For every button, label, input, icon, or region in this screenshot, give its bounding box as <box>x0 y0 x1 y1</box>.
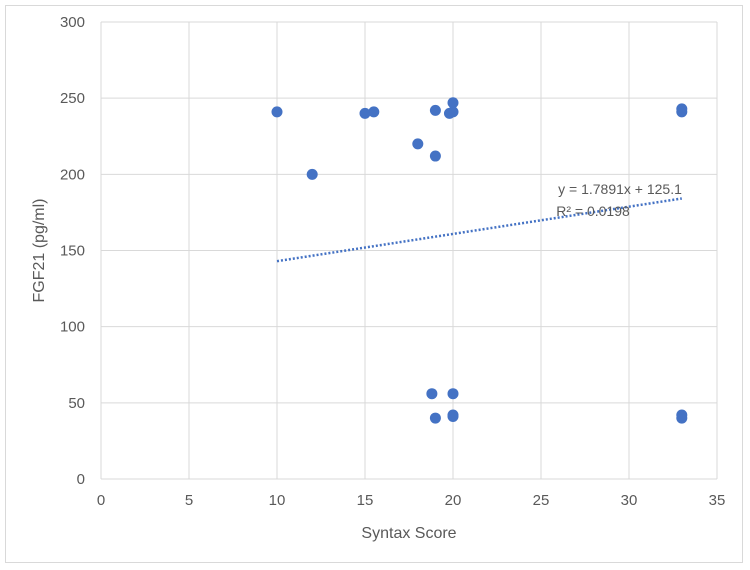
x-tick-label: 35 <box>709 492 726 509</box>
trendline <box>276 197 682 263</box>
data-point <box>429 412 441 424</box>
x-axis-ticks: 0 5 10 15 20 25 30 35 <box>97 492 726 509</box>
data-point <box>447 97 459 109</box>
y-tick-label: 200 <box>60 166 85 183</box>
y-tick-label: 0 <box>77 471 85 488</box>
data-point <box>271 106 283 118</box>
x-tick-label: 20 <box>445 492 462 509</box>
y-tick-label: 300 <box>60 14 85 31</box>
data-points <box>271 97 688 424</box>
y-tick-label: 100 <box>60 319 85 336</box>
x-tick-label: 25 <box>533 492 550 509</box>
x-tick-label: 30 <box>621 492 638 509</box>
data-point <box>429 150 441 162</box>
data-point <box>447 411 459 423</box>
data-point <box>447 106 459 118</box>
data-point <box>412 138 424 150</box>
y-tick-label: 50 <box>68 395 85 412</box>
y-tick-label: 150 <box>60 243 85 260</box>
y-tick-label: 250 <box>60 90 85 107</box>
trendline-group <box>276 197 682 263</box>
data-point <box>676 412 688 424</box>
data-point <box>359 107 371 119</box>
data-point <box>426 388 438 400</box>
data-point <box>368 106 380 118</box>
x-tick-label: 10 <box>269 492 286 509</box>
y-axis-ticks: 0 50 100 150 200 250 300 <box>60 14 85 488</box>
x-axis-title: Syntax Score <box>361 525 456 542</box>
data-point <box>306 168 318 180</box>
y-axis-title: FGF21 (pg/ml) <box>31 198 48 302</box>
data-point <box>447 388 459 400</box>
x-tick-label: 5 <box>185 492 193 509</box>
x-tick-label: 0 <box>97 492 105 509</box>
trendline-r-squared: R² = 0.0198 <box>556 203 630 219</box>
data-point <box>429 104 441 116</box>
trendline-equation: y = 1.7891x + 125.1 <box>558 181 682 197</box>
data-point <box>676 106 688 118</box>
gridlines <box>100 21 718 480</box>
x-tick-label: 15 <box>357 492 374 509</box>
